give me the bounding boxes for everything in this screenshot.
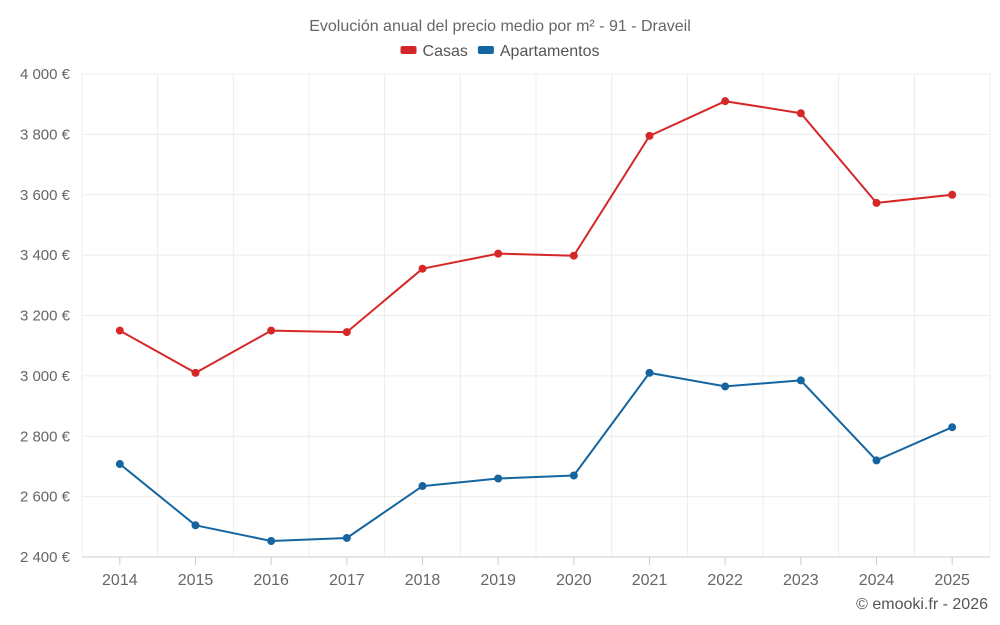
data-point[interactable] [267, 537, 276, 546]
data-point[interactable] [796, 109, 805, 118]
data-point[interactable] [645, 368, 654, 377]
data-point[interactable] [872, 456, 881, 465]
x-tick-label: 2024 [859, 572, 895, 589]
data-point[interactable] [418, 264, 427, 273]
y-tick-label: 2 400 € [20, 549, 71, 566]
y-tick-label: 3 200 € [20, 308, 71, 325]
credit-text: © emooki.fr - 2026 [856, 596, 988, 613]
data-point[interactable] [191, 368, 200, 377]
data-point[interactable] [494, 474, 503, 483]
x-tick-label: 2014 [102, 572, 138, 589]
data-point[interactable] [191, 521, 200, 530]
y-axis: 2 400 € 2 600 € 2 800 € 3 000 € 3 200 € 3 400… [20, 66, 71, 566]
legend-item-casas[interactable]: Casas [400, 43, 468, 60]
data-point[interactable] [721, 97, 730, 106]
x-tick-label: 2019 [480, 572, 516, 589]
legend-item-apartamentos[interactable]: Apartamentos [477, 43, 600, 60]
x-tick-label: 2021 [632, 572, 668, 589]
x-tick-label: 2025 [934, 572, 970, 589]
x-axis: 2014 2015 2016 2017 2018 2019 2020 2021 2022 2023… [82, 556, 990, 589]
series-group [115, 97, 957, 546]
data-point[interactable] [342, 328, 351, 337]
x-tick-label: 2023 [783, 572, 819, 589]
legend[interactable]: Casas Apartamentos [400, 43, 600, 60]
x-tick-label: 2020 [556, 572, 592, 589]
x-tick-label: 2022 [707, 572, 743, 589]
legend-label: Apartamentos [500, 43, 600, 60]
y-tick-label: 2 600 € [20, 489, 71, 506]
chart-title: Evolución anual del precio medio por m² … [309, 18, 691, 35]
data-point[interactable] [342, 533, 351, 542]
x-tick-label: 2015 [178, 572, 214, 589]
data-point[interactable] [569, 251, 578, 260]
x-tick-label: 2016 [253, 572, 289, 589]
data-point[interactable] [115, 460, 124, 469]
data-point[interactable] [569, 471, 578, 480]
legend-label: Casas [423, 43, 468, 60]
series-apartamentos [115, 368, 957, 546]
y-tick-label: 4 000 € [20, 66, 71, 83]
data-point[interactable] [872, 198, 881, 207]
legend-swatch [400, 46, 417, 54]
y-tick-label: 3 800 € [20, 126, 71, 143]
data-point[interactable] [267, 326, 276, 335]
data-point[interactable] [115, 326, 124, 335]
y-tick-label: 3 400 € [20, 247, 71, 264]
grid [81, 73, 991, 557]
x-tick-label: 2018 [405, 572, 441, 589]
series-line [119, 100, 953, 374]
data-point[interactable] [948, 190, 957, 199]
legend-swatch [477, 46, 494, 54]
y-tick-label: 3 600 € [20, 187, 71, 204]
data-point[interactable] [494, 249, 503, 258]
y-tick-label: 2 800 € [20, 428, 71, 445]
series-line [119, 371, 953, 542]
data-point[interactable] [721, 382, 730, 391]
y-tick-label: 3 000 € [20, 368, 71, 385]
series-casas [115, 97, 957, 377]
data-point[interactable] [645, 131, 654, 140]
data-point[interactable] [796, 376, 805, 385]
x-tick-label: 2017 [329, 572, 365, 589]
data-point[interactable] [948, 423, 957, 432]
data-point[interactable] [418, 482, 427, 491]
